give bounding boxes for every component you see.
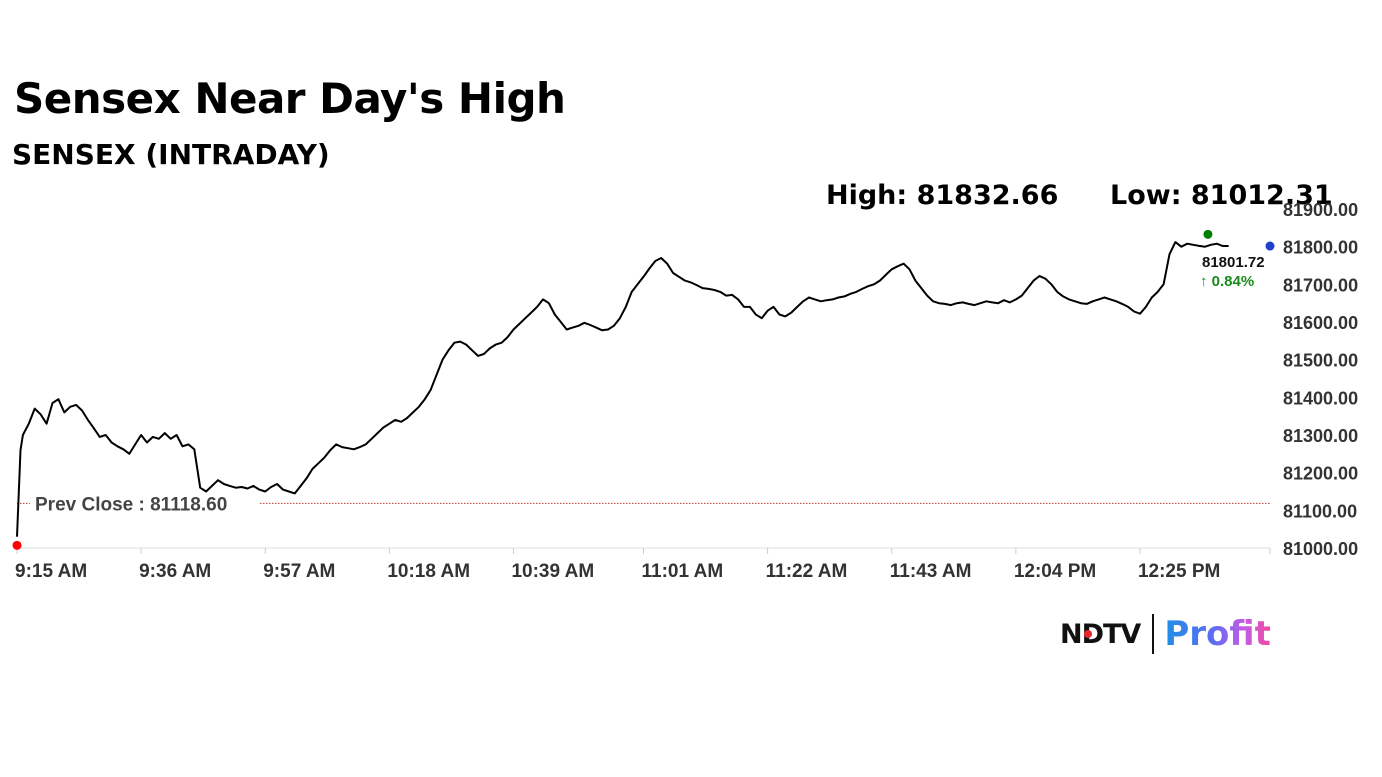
x-tick-label: 11:01 AM: [642, 561, 724, 582]
x-tick-label: 9:15 AM: [15, 561, 87, 582]
x-tick-label: 9:57 AM: [263, 561, 335, 582]
prev-close-label-bg: [30, 487, 260, 510]
day-high-label: High: 81832.66: [826, 180, 1059, 211]
x-tick-label: 12:25 PM: [1138, 561, 1220, 582]
x-tick-label: 10:18 AM: [387, 561, 470, 582]
last-value-label: 81801.72: [1202, 254, 1265, 271]
y-tick-label: 81500.00: [1283, 351, 1358, 371]
ndtv-profit-logo: NDTV Profit: [1060, 612, 1271, 656]
y-tick-label: 81400.00: [1283, 388, 1358, 408]
x-tick-label: 10:39 AM: [511, 561, 594, 582]
prev-close-label: Prev Close : 81118.60: [35, 494, 227, 515]
y-tick-label: 81100.00: [1283, 501, 1357, 521]
y-tick-label: 81800.00: [1283, 238, 1358, 258]
headline: Sensex Near Day's High: [14, 74, 566, 123]
last-value-marker: [1265, 241, 1275, 251]
x-tick-label: 11:22 AM: [766, 561, 848, 582]
x-tick-label: 11:43 AM: [890, 561, 972, 582]
day-low-label: Low: 81012.31: [1110, 180, 1333, 211]
logo-divider: [1152, 614, 1155, 654]
sensex-series-line: [16, 241, 1229, 537]
y-tick-label: 81700.00: [1283, 275, 1358, 295]
day-high-marker: [1203, 229, 1213, 239]
chart-subtitle: SENSEX (INTRADAY): [12, 138, 330, 171]
y-tick-label: 81000.00: [1283, 539, 1358, 559]
last-value-callout-bg: [1198, 251, 1280, 293]
profit-wordmark: Profit: [1164, 614, 1271, 654]
change-percent-label: ↑ 0.84%: [1200, 273, 1254, 290]
y-tick-label: 81300.00: [1283, 426, 1358, 446]
y-tick-label: 81600.00: [1283, 313, 1358, 333]
y-tick-label: 81200.00: [1283, 464, 1358, 484]
y-tick-label: 81900.00: [1283, 200, 1358, 220]
day-low-marker: [12, 540, 22, 550]
x-tick-label: 12:04 PM: [1014, 561, 1096, 582]
x-tick-label: 9:36 AM: [139, 561, 211, 582]
ndtv-wordmark: NDTV: [1060, 618, 1141, 650]
logo-red-dot: [1084, 630, 1092, 638]
